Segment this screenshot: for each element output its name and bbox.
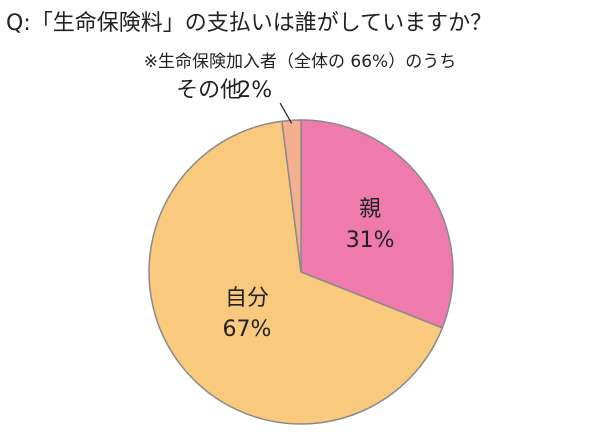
slice-label: 親 [359, 197, 381, 222]
slice-label: その他 [176, 78, 242, 103]
slice-value: 2% [237, 78, 272, 103]
slice-value: 31% [346, 228, 395, 253]
pie-slice [281, 119, 302, 273]
chart-subtitle: ※生命保険加入者（全体の 66%）のうち [144, 52, 456, 72]
chart-title: Q:「生命保険料」の支払いは誰がしていますか？ [6, 11, 492, 36]
leader-line [279, 102, 293, 124]
pie-slice [148, 120, 444, 425]
slice-label: 自分 [225, 286, 269, 311]
pie-slice [300, 119, 454, 329]
slice-value: 67% [223, 317, 272, 342]
